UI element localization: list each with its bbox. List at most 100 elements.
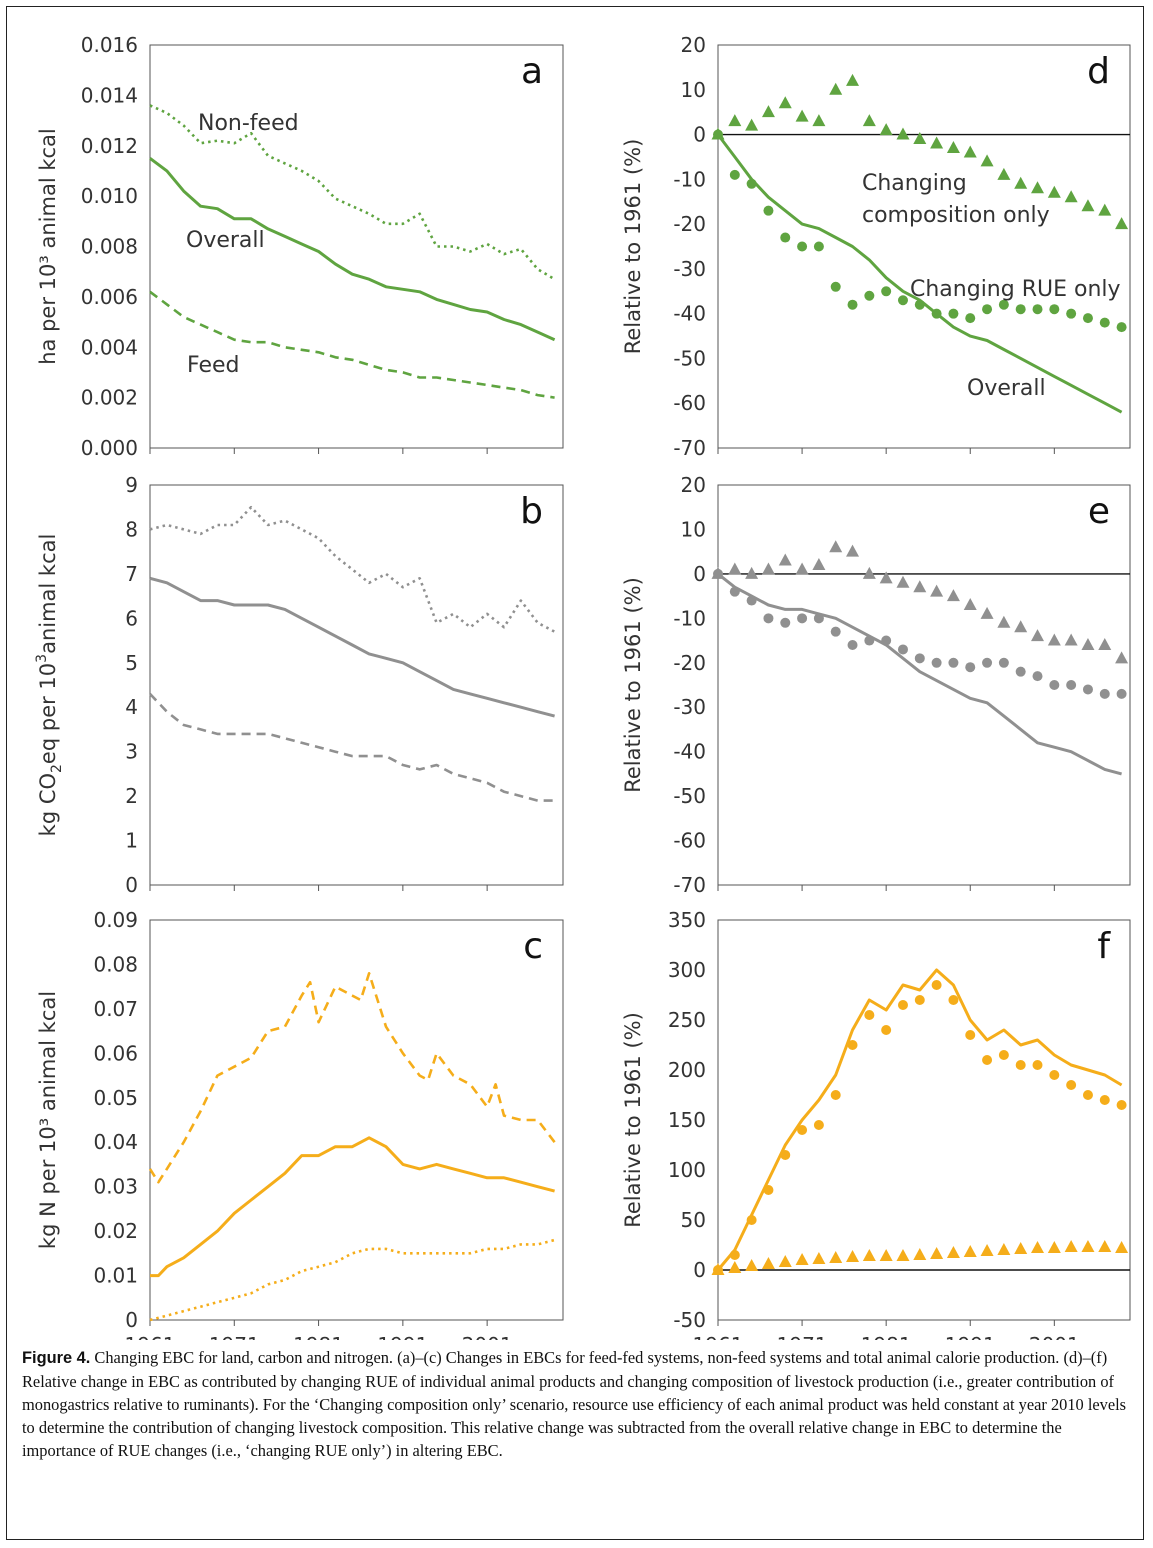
- y-axis-label: Relative to 1961 (%): [621, 139, 645, 355]
- data-point: [812, 114, 826, 127]
- y-tick-label: 0: [125, 873, 138, 897]
- y-tick-label: 0: [693, 1258, 706, 1282]
- data-point: [998, 1050, 1009, 1060]
- x-tick-label: 2001: [1029, 1333, 1080, 1340]
- y-axis-label: Relative to 1961 (%): [621, 1012, 645, 1228]
- panel-letter: c: [523, 926, 543, 967]
- data-point: [864, 290, 875, 301]
- x-tick-label: 1981: [861, 1333, 912, 1340]
- data-point: [778, 96, 792, 109]
- figure-frame: [6, 6, 1144, 1540]
- data-point: [728, 562, 742, 575]
- data-point: [1115, 1241, 1129, 1253]
- data-point: [914, 995, 925, 1005]
- data-point: [879, 571, 893, 584]
- data-point: [1031, 629, 1045, 642]
- data-point: [963, 598, 977, 610]
- data-point: [948, 995, 959, 1005]
- data-point: [1082, 313, 1093, 324]
- data-point: [729, 169, 740, 180]
- data-point: [829, 82, 843, 95]
- y-tick-label: 0.02: [93, 1219, 138, 1243]
- x-tick-label: 1971: [777, 1333, 828, 1340]
- data-point: [763, 613, 774, 624]
- data-point: [829, 1251, 843, 1263]
- y-tick-label: -10: [673, 606, 706, 630]
- y-tick-label: 0: [693, 562, 706, 586]
- data-point: [965, 1030, 976, 1040]
- data-point: [797, 1125, 808, 1135]
- y-tick-label: 1: [125, 829, 138, 853]
- y-tick-label: 0.04: [93, 1130, 138, 1154]
- caption-label: Figure 4.: [22, 1349, 91, 1367]
- data-point: [846, 1250, 860, 1262]
- data-point: [1015, 1060, 1026, 1070]
- data-point: [745, 566, 759, 579]
- series-label: Overall: [186, 228, 265, 253]
- data-point: [997, 1243, 1011, 1255]
- y-tick-label: 0.006: [81, 285, 138, 309]
- data-point: [830, 1090, 841, 1100]
- data-point: [896, 575, 910, 588]
- data-point: [1015, 666, 1026, 677]
- data-point: [913, 132, 927, 145]
- y-tick-label: 300: [668, 958, 706, 982]
- data-point: [1015, 304, 1026, 315]
- series-line: [149, 290, 555, 399]
- y-tick-label: -60: [673, 391, 706, 415]
- data-point: [813, 241, 824, 252]
- data-point: [763, 205, 774, 216]
- data-point: [946, 1246, 960, 1258]
- panel-e: -70 -60 -50 -40 -30 -20 -10 0 10 20 Relative to 19…: [621, 473, 1131, 897]
- data-point: [896, 127, 910, 140]
- panel-letter: d: [1087, 51, 1110, 92]
- series-line: [149, 1238, 555, 1322]
- data-point: [780, 617, 791, 628]
- data-point: [728, 114, 742, 127]
- y-tick-label: 350: [668, 908, 706, 932]
- caption-text: Changing EBC for land, carbon and nitrog…: [22, 1348, 1127, 1460]
- data-point: [862, 114, 876, 127]
- y-tick-label: -70: [673, 873, 706, 897]
- y-axis-label-part: eq per 10: [36, 663, 60, 764]
- y-axis-label: Relative to 1961 (%): [621, 577, 645, 793]
- data-point: [1115, 217, 1129, 230]
- data-point: [1032, 671, 1043, 682]
- panel-letter: b: [520, 491, 543, 532]
- plot-area-b: [149, 484, 564, 886]
- data-point: [1116, 322, 1127, 333]
- y-tick-label: 10: [681, 517, 706, 541]
- data-point: [830, 281, 841, 292]
- y-tick-label: 200: [668, 1058, 706, 1082]
- series-label: Feed: [187, 353, 240, 378]
- y-tick-label: 0.03: [93, 1175, 138, 1199]
- data-point: [1081, 638, 1095, 650]
- data-point: [1032, 304, 1043, 315]
- data-point: [1064, 1240, 1078, 1252]
- data-point: [795, 562, 809, 575]
- panel-f: -50 0 50 100 150 200 250 300 350 1961 1971 1981 1991…: [621, 908, 1131, 1340]
- y-tick-label: 8: [125, 517, 138, 541]
- panel-a: 0.000 0.002 0.004 0.006 0.008 0.010 0.012 0.014…: [36, 33, 564, 460]
- y-tick-label: -60: [673, 829, 706, 853]
- series-line: [148, 972, 556, 1184]
- data-point: [1082, 1090, 1093, 1100]
- data-point: [881, 286, 892, 297]
- data-point: [862, 566, 876, 579]
- series-line: [150, 1136, 555, 1278]
- data-point: [795, 109, 809, 122]
- data-point: [879, 1249, 893, 1261]
- series-line: [149, 505, 556, 633]
- data-point: [998, 657, 1009, 668]
- y-tick-label: 0.010: [81, 184, 138, 208]
- series-line: [149, 157, 556, 342]
- data-point: [830, 626, 841, 637]
- data-point: [1115, 651, 1129, 664]
- data-point: [982, 304, 993, 315]
- data-point: [1099, 1095, 1110, 1105]
- data-point: [931, 657, 942, 668]
- x-tick-label: 1991: [945, 1333, 996, 1340]
- x-tick-label: 1981: [293, 1333, 344, 1340]
- y-tick-label: 0.09: [93, 908, 138, 932]
